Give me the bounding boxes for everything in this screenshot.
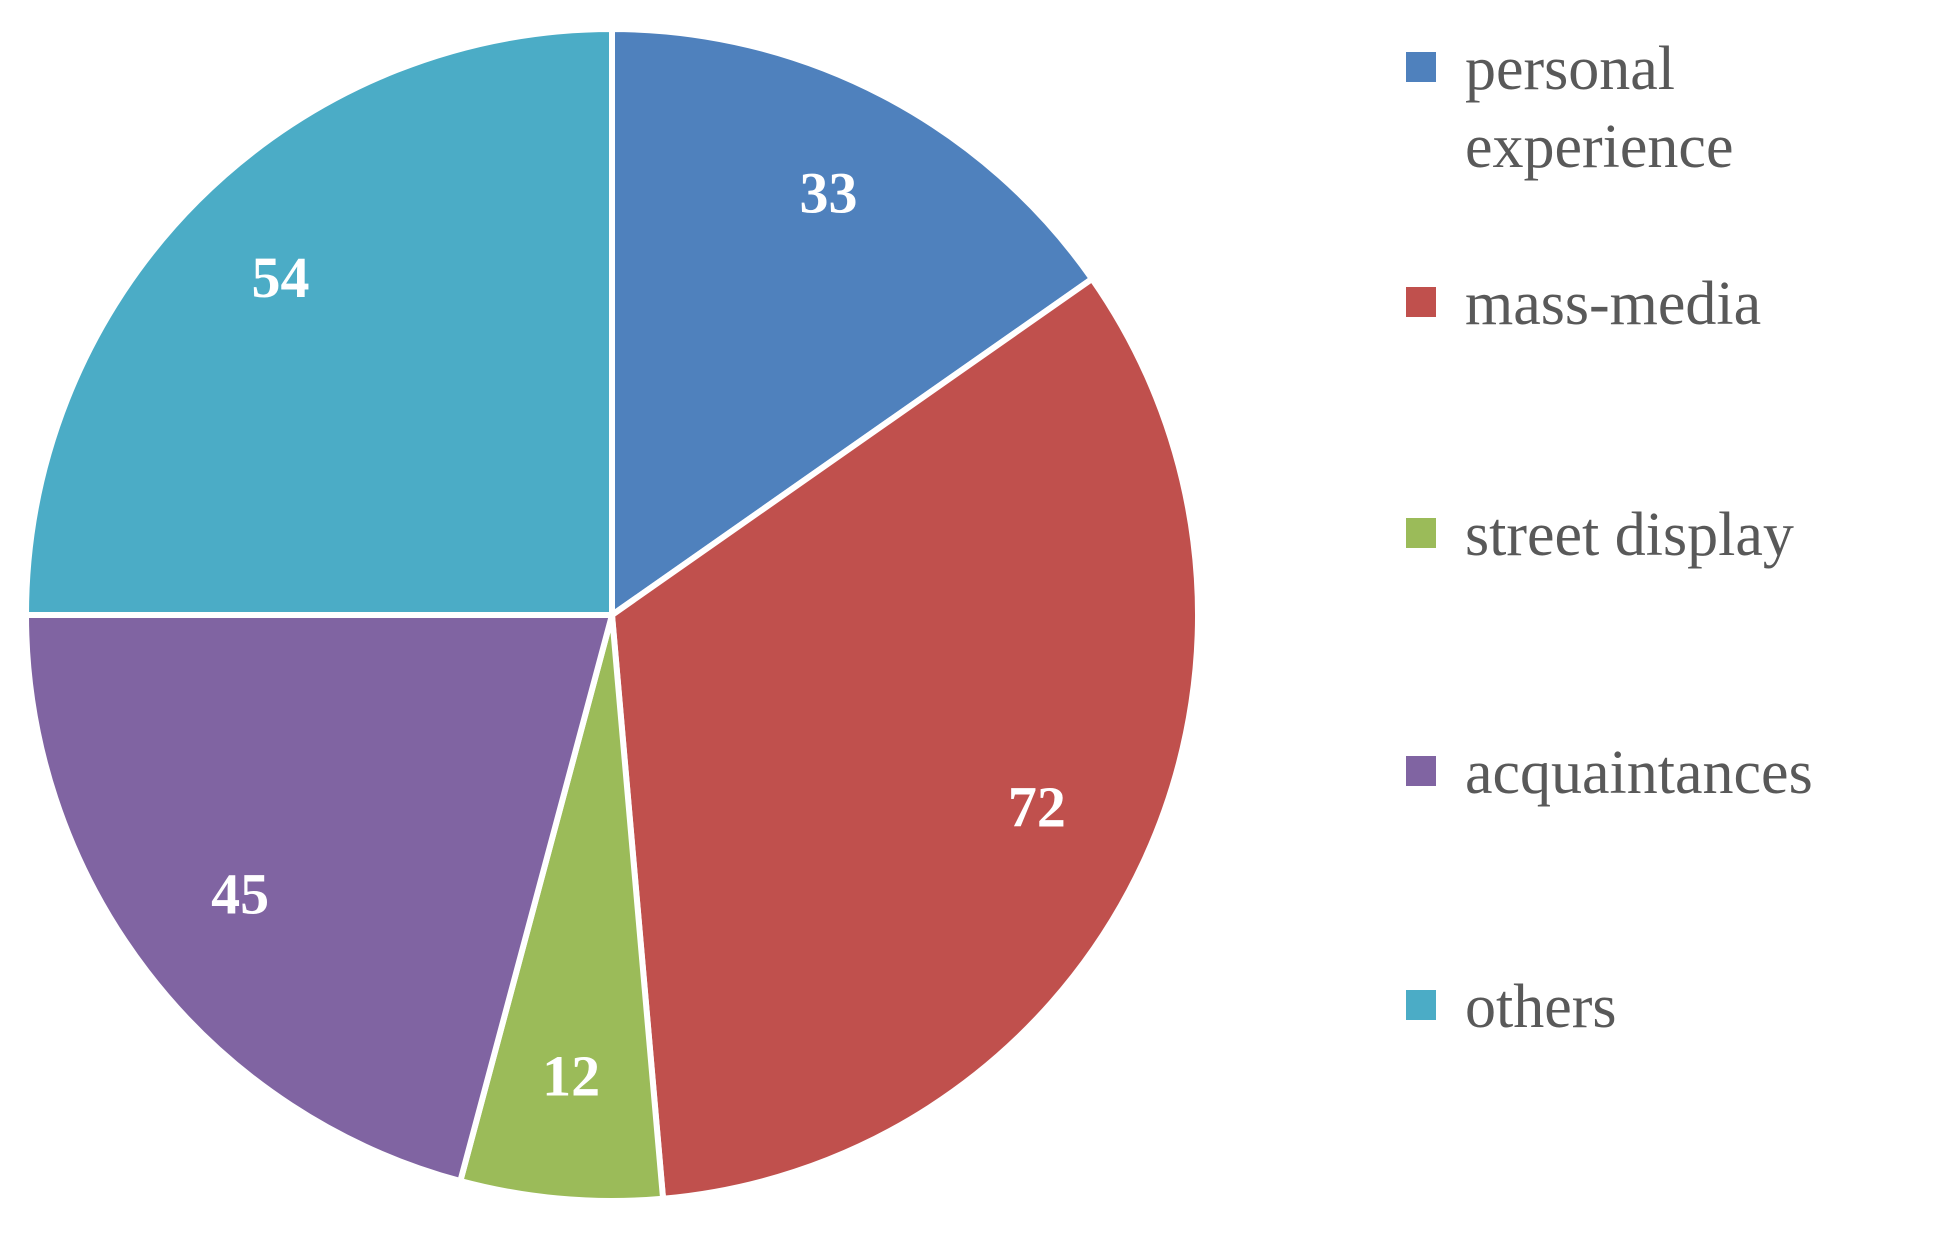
pie-slice [609,275,1201,1202]
pie-slice [609,26,1096,618]
pie-slice [23,612,615,1185]
pie-slice [457,612,667,1204]
value-label: 33 [799,160,857,225]
value-label: 72 [1008,774,1066,839]
legend-swatch [1406,518,1436,548]
legend-label: acquaintances [1465,739,1813,807]
legend-label: mass-media [1465,270,1762,338]
legend-swatch [1406,52,1436,82]
legend-swatch [1406,287,1436,317]
legend-swatch [1406,990,1436,1020]
value-label: 12 [542,1043,600,1108]
legend-label: street display [1465,501,1794,569]
legend-swatch [1406,756,1436,786]
value-label: 45 [211,862,269,927]
value-label: 54 [252,245,310,310]
legend-label: personal experience [1465,35,1734,181]
legend-label: others [1465,973,1617,1041]
pie-slice [23,26,615,618]
